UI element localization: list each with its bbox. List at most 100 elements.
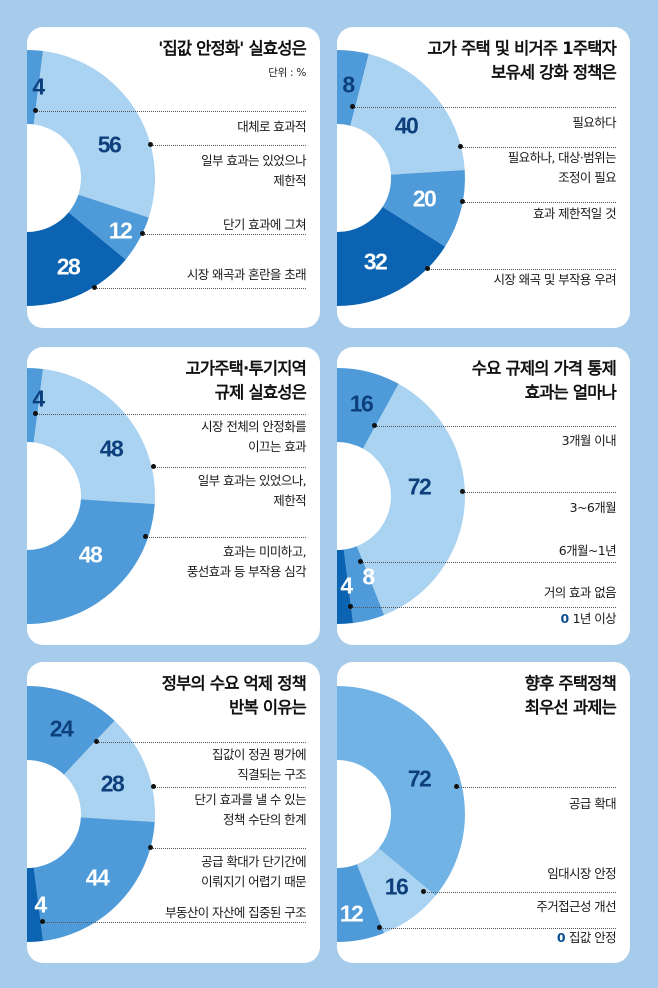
segment-value: 12 bbox=[339, 900, 364, 927]
donut-segment bbox=[350, 54, 465, 175]
donut-segment bbox=[33, 817, 155, 941]
donut-segment bbox=[33, 369, 156, 505]
chart-title-line: 수요 규제의 가격 통제 bbox=[471, 359, 617, 378]
category-label-line: 효과 제한적일 것 bbox=[532, 206, 617, 221]
category-label-line: 시장 왜곡 및 부작용 우려 bbox=[493, 272, 617, 287]
segment-value: 72 bbox=[407, 765, 432, 792]
category-label: 주거접근성 개선 bbox=[536, 897, 616, 917]
segment-value: 28 bbox=[100, 770, 125, 797]
donut-segment bbox=[27, 50, 44, 125]
category-label: 6개월~1년 bbox=[558, 541, 617, 561]
panel-housing-stability: '집값 안정화' 실효성은 단위 : % 대체로 효과적 일부 효과는 있었으나 제한적… bbox=[27, 27, 320, 328]
chart-title: '집값 안정화' 실효성은 bbox=[158, 37, 307, 61]
chart-title: 향후 주택정책 최우선 과제는 bbox=[524, 672, 617, 720]
leader-dot bbox=[460, 489, 465, 495]
leader-dot bbox=[151, 464, 156, 470]
donut-segment bbox=[356, 848, 436, 934]
leader-dot bbox=[421, 889, 426, 895]
segment-value: 4 bbox=[340, 572, 353, 599]
leader-dot bbox=[454, 784, 459, 790]
category-label-line: 이끄는 효과 bbox=[248, 439, 306, 454]
leader-line bbox=[460, 489, 616, 495]
segment-value: 40 bbox=[394, 112, 419, 139]
category-label: 0 집값 안정 bbox=[557, 928, 617, 948]
chart-title-line: 고가 주택 및 비거주 1주택자 bbox=[427, 39, 616, 58]
category-label: 거의 효과 없음 bbox=[543, 583, 617, 603]
category-label: 시장 왜곡과 혼란을 초래 bbox=[186, 265, 307, 285]
category-label: 필요하나, 대상·범위는 조정이 필요 bbox=[508, 148, 617, 188]
panel-price-control-duration: 수요 규제의 가격 통제 효과는 얼마나 3개월 이내 3~6개월 6개월~1년 거의 효… bbox=[337, 347, 630, 645]
chart-title: 정부의 수요 억제 정책 반복 이유는 bbox=[162, 672, 307, 720]
category-label: 효과 제한적일 것 bbox=[532, 204, 617, 224]
category-label: 3~6개월 bbox=[569, 498, 617, 518]
half-donut-chart bbox=[337, 686, 465, 942]
segment-value: 24 bbox=[49, 715, 74, 742]
chart-title-line: 반복 이유는 bbox=[229, 698, 307, 717]
chart-title-line: 고가주택·투기지역 bbox=[185, 359, 306, 378]
donut-segment bbox=[27, 499, 155, 624]
segment-value: 4 bbox=[32, 73, 45, 100]
segment-value: 4 bbox=[32, 385, 45, 412]
leader-dot bbox=[348, 604, 353, 610]
category-label-line: 일부 효과는 있었으나, bbox=[197, 473, 307, 488]
category-label-line: 시장 왜곡과 혼란을 초래 bbox=[186, 267, 307, 282]
leader-line bbox=[458, 144, 616, 150]
segment-value: 48 bbox=[78, 541, 103, 568]
category-label: 일부 효과는 있었으나 제한적 bbox=[201, 151, 306, 191]
half-donut-chart bbox=[27, 686, 155, 942]
leader-dot bbox=[372, 423, 377, 429]
leader-line bbox=[40, 919, 306, 925]
donut-segment bbox=[337, 864, 385, 942]
category-label-line: 조정이 필요 bbox=[558, 170, 616, 185]
donut-segment bbox=[343, 546, 385, 623]
donut-segment bbox=[63, 720, 155, 823]
category-label-line: 정책 수단의 한계 bbox=[222, 812, 307, 827]
segment-value: 32 bbox=[363, 248, 388, 275]
leader-line bbox=[148, 142, 306, 148]
category-label-line: 제한적 bbox=[273, 173, 306, 188]
chart-title-line: 효과는 얼마나 bbox=[524, 383, 617, 402]
donut-segment bbox=[27, 368, 44, 443]
category-label-line: 1년 이상 bbox=[572, 611, 617, 626]
chart-title-line: 향후 주택정책 bbox=[524, 674, 617, 693]
leader-dot bbox=[40, 919, 45, 925]
category-label-line: 임대시장 안정 bbox=[547, 866, 616, 881]
leader-dot bbox=[92, 285, 97, 291]
category-label: 일부 효과는 있었으나, 제한적 bbox=[197, 471, 307, 511]
leader-dot bbox=[425, 266, 430, 272]
leader-line bbox=[350, 104, 616, 110]
leader-line bbox=[148, 845, 306, 851]
donut-segment bbox=[33, 51, 156, 218]
category-label-line: 집값이 정권 평가에 bbox=[212, 747, 307, 762]
leader-line bbox=[140, 231, 306, 237]
leader-line bbox=[377, 925, 616, 931]
leader-line bbox=[33, 411, 306, 417]
leader-dot bbox=[140, 231, 145, 237]
leader-dot bbox=[350, 104, 355, 110]
category-label-line: 공급 확대가 단기간에 bbox=[201, 854, 306, 869]
category-label-line: 직결되는 구조 bbox=[237, 767, 306, 782]
segment-value: 8 bbox=[362, 563, 375, 590]
chart-title-line: 규제 실효성은 bbox=[214, 383, 307, 402]
leader-line bbox=[421, 889, 616, 895]
segment-value: 28 bbox=[56, 253, 81, 280]
chart-title-line: '집값 안정화' 실효성은 bbox=[158, 39, 307, 58]
category-label-line: 6개월~1년 bbox=[558, 543, 617, 558]
category-label: 공급 확대가 단기간에 이뤄지기 어렵기 때문 bbox=[201, 852, 306, 892]
leader-dot bbox=[94, 739, 99, 745]
category-label-line: 단기 효과에 그쳐 bbox=[222, 217, 307, 232]
leader-line bbox=[143, 534, 306, 540]
segment-value: 16 bbox=[384, 873, 409, 900]
leader-dot bbox=[460, 199, 465, 205]
segment-value: 72 bbox=[407, 473, 432, 500]
segment-value: 44 bbox=[85, 864, 110, 891]
segment-value: 4 bbox=[34, 891, 47, 918]
category-label: 단기 효과를 낼 수 있는 정책 수단의 한계 bbox=[194, 790, 306, 830]
category-label-line: 3~6개월 bbox=[569, 500, 617, 515]
category-label-line: 풍선효과 등 부작용 심각 bbox=[186, 564, 307, 579]
category-label-line: 거의 효과 없음 bbox=[543, 585, 617, 600]
category-label-line: 제한적 bbox=[273, 493, 306, 508]
category-label-line: 부동산이 자산에 집중된 구조 bbox=[165, 905, 307, 920]
